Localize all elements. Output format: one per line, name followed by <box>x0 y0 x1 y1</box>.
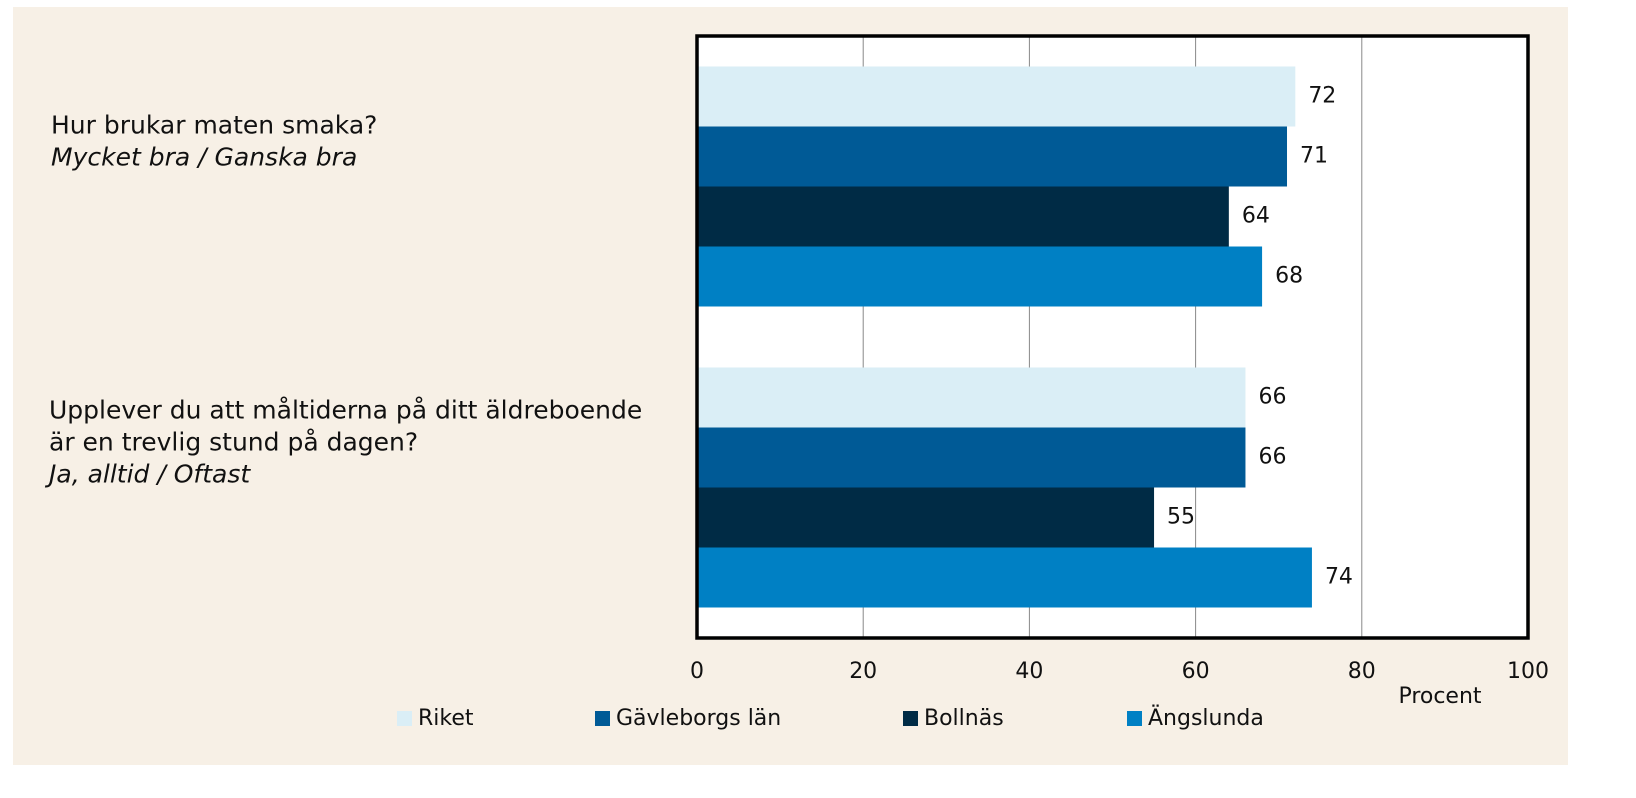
value-label: 64 <box>1242 204 1270 229</box>
bar <box>697 427 1246 488</box>
value-label: 74 <box>1325 565 1353 590</box>
category-label: Hur brukar maten smaka? <box>51 111 377 140</box>
bar <box>697 126 1288 187</box>
value-label: 66 <box>1258 385 1286 410</box>
value-label: 66 <box>1258 445 1286 470</box>
legend-swatch <box>1127 711 1142 726</box>
x-tick-label: 60 <box>1182 659 1210 684</box>
legend-swatch <box>397 711 412 726</box>
x-axis-label: Procent <box>1398 684 1481 709</box>
legend-label: Bollnäs <box>924 706 1004 731</box>
bar <box>697 186 1229 247</box>
value-label: 55 <box>1167 505 1195 530</box>
bar <box>697 246 1263 307</box>
value-label: 72 <box>1308 84 1336 109</box>
value-label: 68 <box>1275 264 1303 289</box>
category-label: Upplever du att måltiderna på ditt äldre… <box>49 396 642 425</box>
x-tick-label: 40 <box>1015 659 1043 684</box>
legend-swatch <box>903 711 918 726</box>
x-tick-label: 80 <box>1348 659 1376 684</box>
x-tick-label: 0 <box>690 659 704 684</box>
legend-swatch <box>595 711 610 726</box>
legend-label: Ängslunda <box>1148 705 1264 731</box>
legend-label: Riket <box>418 706 474 731</box>
x-tick-label: 20 <box>849 659 877 684</box>
category-label: är en trevlig stund på dagen? <box>49 428 418 457</box>
x-tick-label: 100 <box>1507 659 1549 684</box>
category-note: Mycket bra / Ganska bra <box>51 143 357 172</box>
bar <box>697 487 1155 548</box>
marks <box>697 66 1312 608</box>
category-note: Ja, alltid / Oftast <box>44 460 251 489</box>
value-label: 71 <box>1300 144 1328 169</box>
bar <box>697 66 1296 127</box>
plot-border <box>695 34 1530 640</box>
bar <box>697 547 1312 608</box>
bar <box>697 367 1246 428</box>
legend-label: Gävleborgs län <box>616 706 781 731</box>
